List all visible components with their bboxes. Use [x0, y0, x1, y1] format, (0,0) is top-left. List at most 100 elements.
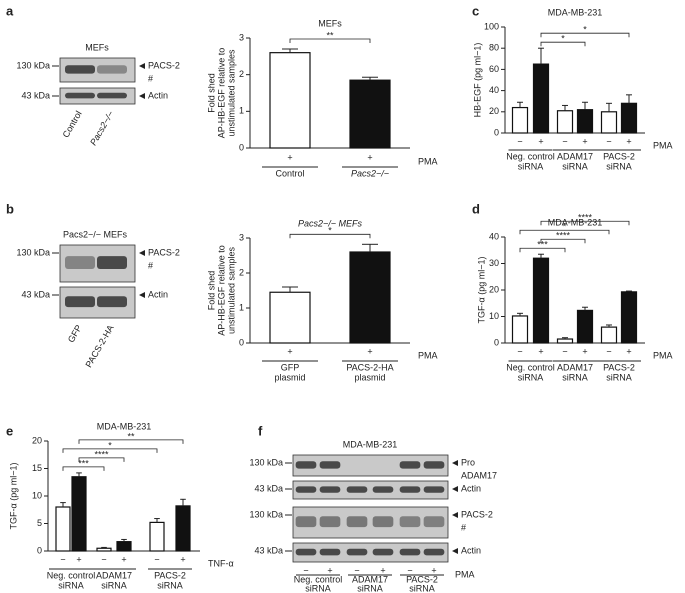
blot-band: [399, 461, 421, 469]
blot-title: Pacs2−/− MEFs: [63, 229, 128, 239]
x-tick-label: siRNA: [518, 372, 544, 382]
chart-title: MEFs: [318, 18, 342, 28]
significance-label: ****: [556, 231, 571, 241]
significance-label: ***: [78, 458, 89, 468]
blot-band: [97, 256, 127, 270]
x-tick-label: Neg. control: [506, 151, 555, 161]
x-tick-label: Neg. control: [47, 570, 96, 580]
bar: [600, 111, 618, 134]
bar: [556, 338, 574, 344]
arrowhead: [139, 292, 145, 298]
bar: [556, 110, 574, 134]
bar: [620, 291, 638, 344]
treatment-sign: −: [562, 136, 567, 146]
size-marker: 43 kDa: [254, 545, 283, 555]
bar: [175, 505, 191, 552]
treatment-sign: +: [287, 346, 292, 356]
panel-letter: e: [6, 423, 13, 438]
y-tick-label: 40: [489, 231, 499, 241]
panel-letter: b: [6, 201, 14, 216]
blot-band: [372, 486, 394, 493]
blot-box: [292, 506, 449, 539]
bar: [269, 52, 311, 149]
blot-band: [65, 92, 95, 99]
significance-bracket: [289, 38, 371, 43]
blot-box: [292, 480, 449, 500]
blot-band: [295, 486, 317, 493]
blot-band: [97, 92, 127, 99]
bar: [511, 106, 529, 134]
blot-band: [65, 65, 95, 74]
arrowhead: [452, 486, 458, 492]
significance-label: *: [108, 440, 112, 450]
group-label: ADAM17: [352, 574, 388, 584]
size-marker: 43 kDa: [21, 90, 50, 100]
significance-bracket: [540, 41, 586, 47]
lane-label: GFP: [66, 323, 84, 344]
arrowhead: [452, 512, 458, 518]
treatment-sign: +: [626, 346, 631, 356]
y-tick-label: 2: [239, 267, 244, 277]
group-label: Neg. control: [294, 574, 343, 584]
x-tick-label: Pacs2−/−: [351, 168, 389, 178]
arrowhead: [452, 460, 458, 466]
y-tick-label: 20: [489, 284, 499, 294]
treatment-sign: −: [101, 554, 106, 564]
band-label: Pro: [461, 457, 475, 467]
x-tick-label: plasmid: [274, 372, 305, 382]
treatment-sign: +: [180, 554, 185, 564]
size-marker: 130 kDa: [249, 457, 283, 467]
y-tick-label: 1: [239, 302, 244, 312]
group-label: PACS-2: [406, 574, 438, 584]
y-tick-label: 0: [37, 545, 42, 555]
arrowhead: [139, 250, 145, 256]
treatment-sign: −: [606, 136, 611, 146]
treatment-label: PMA: [455, 569, 475, 579]
blot-band: [295, 548, 317, 556]
blot-band: [65, 256, 95, 270]
blot-band: [423, 486, 445, 493]
significance-bracket: [540, 32, 630, 38]
y-tick-label: 60: [489, 64, 499, 74]
bar: [532, 257, 550, 344]
significance-label: ***: [537, 240, 548, 250]
panel-letter: c: [472, 3, 479, 18]
y-axis-label: AP-HB-EGF relative to: [216, 245, 226, 336]
y-tick-label: 0: [239, 142, 244, 152]
bar: [349, 79, 391, 149]
x-tick-label: siRNA: [58, 580, 84, 590]
y-tick-label: 2: [239, 69, 244, 79]
chart-title: MDA-MB-231: [548, 217, 603, 227]
band-label: Actin: [461, 545, 481, 555]
significance-label: *: [328, 226, 332, 236]
significance-bracket: [62, 466, 105, 471]
bar: [116, 541, 132, 552]
chart-title: MDA-MB-231: [97, 421, 152, 431]
x-tick-label: PACS-2-HA: [346, 362, 393, 372]
treatment-sign: +: [287, 152, 292, 162]
blot-band: [372, 516, 394, 528]
lane-label: Control: [61, 109, 84, 139]
size-marker: 43 kDa: [254, 483, 283, 493]
y-tick-label: 1: [239, 106, 244, 116]
treatment-sign: +: [582, 136, 587, 146]
arrowhead: [139, 93, 145, 99]
y-axis-label: HB-EGF (pg ml−1): [472, 43, 482, 118]
size-marker: 43 kDa: [21, 289, 50, 299]
group-label: siRNA: [305, 583, 331, 593]
treatment-sign: +: [76, 554, 81, 564]
band-label: #: [461, 522, 466, 532]
blot-band: [319, 486, 341, 493]
blot-band: [423, 548, 445, 556]
blot-band: [399, 516, 421, 528]
panel-letter: d: [472, 201, 480, 216]
treatment-sign: −: [517, 346, 522, 356]
bar: [149, 521, 165, 552]
x-tick-label: Control: [275, 168, 304, 178]
y-tick-label: 3: [239, 232, 244, 242]
lane-label: PACS-2-HA: [83, 323, 115, 369]
bar: [349, 251, 391, 344]
lane-label: Pacs2−/−: [88, 109, 116, 147]
x-tick-label: PACS-2: [603, 362, 635, 372]
x-tick-label: siRNA: [157, 580, 183, 590]
